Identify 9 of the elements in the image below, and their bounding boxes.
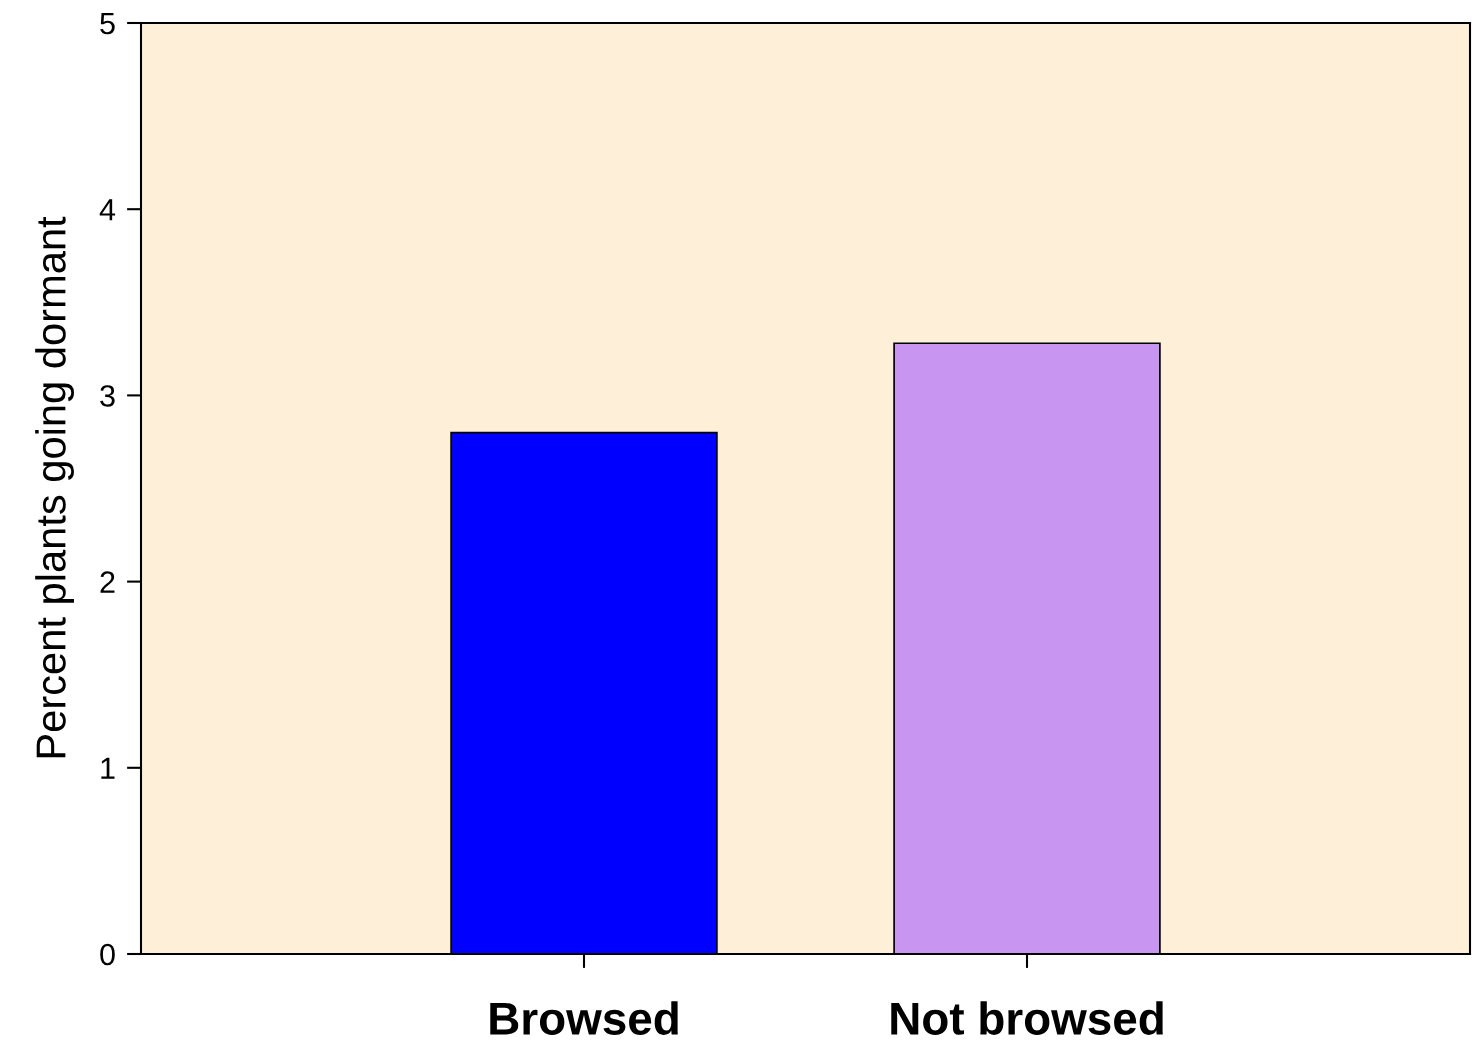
y-tick-label: 1 bbox=[101, 757, 115, 779]
y-tick-label: 5 bbox=[100, 13, 115, 35]
y-tick-label: 2 bbox=[100, 571, 115, 593]
y-tick-label: 4 bbox=[99, 199, 116, 221]
x-tick-label: Not browsed bbox=[891, 1001, 1163, 1035]
y-axis-title: Percent plants going dormant bbox=[35, 216, 75, 758]
y-tick-label: 0 bbox=[100, 943, 115, 966]
x-tick-label: Browsed bbox=[490, 1001, 678, 1035]
y-tick-label: 3 bbox=[100, 385, 115, 407]
